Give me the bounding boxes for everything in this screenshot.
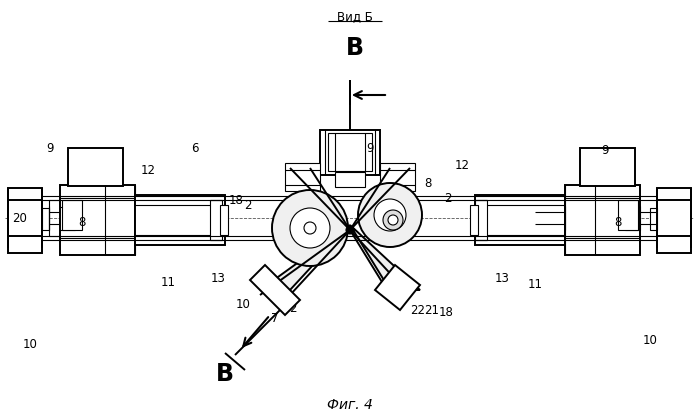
Bar (380, 163, 415, 191)
Polygon shape (250, 265, 300, 315)
Text: 10: 10 (236, 298, 250, 311)
Circle shape (290, 208, 330, 248)
Text: 21: 21 (424, 303, 440, 316)
Text: Фиг. 4: Фиг. 4 (327, 398, 373, 412)
Text: 8: 8 (614, 215, 621, 228)
Bar (565, 185, 640, 255)
Bar (475, 195, 565, 245)
Text: 13: 13 (495, 272, 510, 285)
Bar (470, 205, 478, 235)
Text: 18: 18 (229, 194, 243, 207)
Text: 9: 9 (601, 143, 609, 157)
Circle shape (272, 190, 348, 266)
Text: 20: 20 (13, 212, 27, 225)
Text: 11: 11 (161, 276, 175, 289)
Text: 18: 18 (438, 305, 454, 318)
Bar (62, 200, 82, 230)
Bar (210, 200, 222, 240)
Text: 9: 9 (46, 142, 54, 155)
Bar (657, 188, 691, 253)
Text: 11: 11 (528, 279, 542, 292)
Text: 6: 6 (192, 142, 199, 155)
Text: В: В (216, 362, 234, 386)
Bar (650, 208, 657, 230)
Text: 12: 12 (140, 163, 155, 176)
Circle shape (346, 226, 354, 234)
Text: 12: 12 (454, 158, 470, 171)
Polygon shape (350, 225, 420, 290)
Bar (328, 133, 372, 171)
Circle shape (383, 210, 403, 230)
Bar (285, 163, 320, 191)
Circle shape (388, 215, 398, 225)
Circle shape (358, 183, 422, 247)
Text: 22: 22 (410, 303, 426, 316)
Circle shape (374, 199, 406, 231)
Bar (135, 195, 225, 245)
Bar (580, 148, 635, 186)
Bar (320, 130, 380, 175)
Bar (8, 188, 42, 253)
Polygon shape (375, 265, 420, 310)
Bar (60, 185, 135, 255)
Text: 8: 8 (424, 176, 432, 189)
Text: 7: 7 (271, 311, 279, 324)
Bar (475, 200, 487, 240)
Text: 8: 8 (78, 215, 86, 228)
Text: 13: 13 (210, 272, 226, 285)
Text: 9: 9 (366, 142, 374, 155)
Text: 10: 10 (642, 334, 658, 347)
Text: 2: 2 (445, 191, 452, 204)
Bar (42, 208, 49, 230)
Text: Вид Б: Вид Б (337, 10, 373, 23)
Circle shape (304, 222, 316, 234)
Bar (618, 200, 638, 230)
Polygon shape (260, 225, 350, 290)
Text: В: В (346, 36, 364, 60)
Text: 2: 2 (289, 302, 297, 315)
Text: 2: 2 (244, 199, 252, 212)
Text: 10: 10 (22, 339, 38, 352)
Bar (335, 172, 365, 187)
Bar (220, 205, 228, 235)
Bar (68, 148, 123, 186)
